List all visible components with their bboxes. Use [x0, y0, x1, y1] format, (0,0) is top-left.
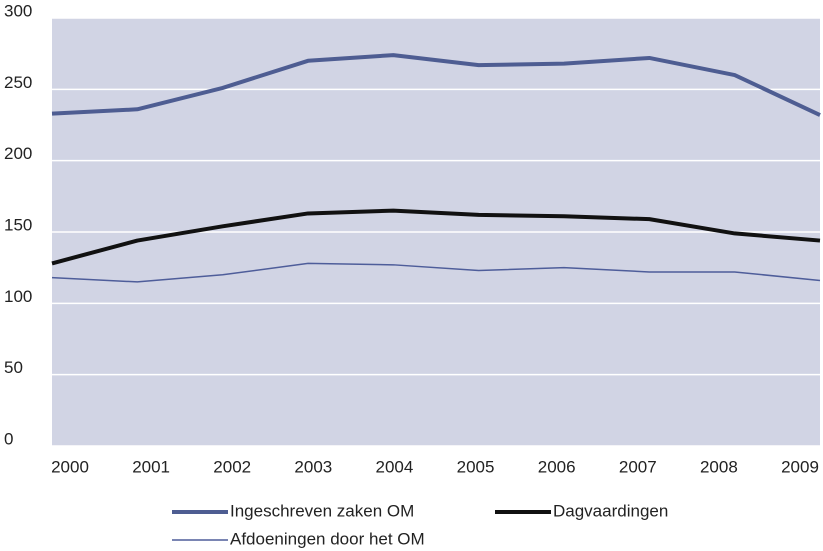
legend-label: Afdoeningen door het OM	[230, 529, 425, 548]
x-tick-label: 2008	[700, 457, 738, 476]
x-tick-label: 2001	[132, 457, 170, 476]
x-tick-label: 2003	[294, 457, 332, 476]
y-tick-label: 300	[4, 1, 32, 20]
x-tick-label: 2000	[51, 457, 89, 476]
y-tick-label: 100	[4, 287, 32, 306]
x-tick-label: 2002	[213, 457, 251, 476]
y-tick-label: 250	[4, 73, 32, 92]
x-tick-label: 2009	[781, 457, 819, 476]
series-line	[51, 53, 821, 117]
x-tick-label: 2007	[619, 457, 657, 476]
y-tick-label: 150	[4, 215, 32, 234]
x-tick-label: 2004	[376, 457, 414, 476]
y-tick-label: 50	[4, 358, 23, 377]
series-line	[51, 262, 821, 283]
y-tick-label: 200	[4, 144, 32, 163]
x-tick-label: 2006	[538, 457, 576, 476]
series-line	[51, 208, 821, 266]
y-tick-label: 0	[4, 429, 13, 448]
x-tick-label: 2005	[457, 457, 495, 476]
legend-label: Ingeschreven zaken OM	[230, 501, 414, 520]
legend-label: Dagvaardingen	[553, 501, 668, 520]
